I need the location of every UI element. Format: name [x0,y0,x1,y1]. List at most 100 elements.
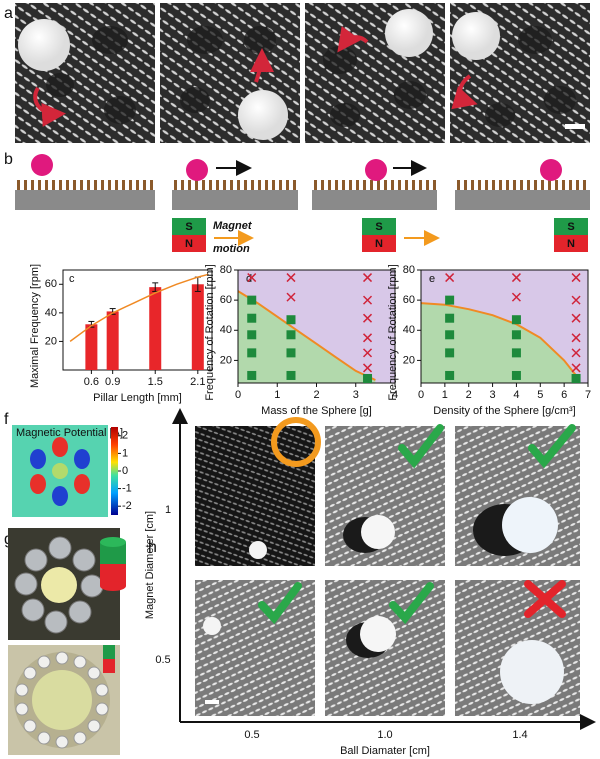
sphere [540,159,562,181]
pillar [122,180,125,190]
point-x [571,313,581,323]
pillar [66,180,69,190]
x-tick-label: 0.6 [84,376,99,388]
pillar [31,180,34,190]
pillar [569,180,572,190]
point-x [362,348,373,358]
substrate [312,190,437,210]
ball [452,12,500,60]
ball [361,515,395,549]
substrate [15,190,155,210]
panel-label: e [429,273,435,285]
x-tick-label: 3 [353,389,359,401]
pillar [555,180,558,190]
magnets-ring [15,651,109,749]
substrate [455,190,590,210]
pillar [321,180,324,190]
panel-label: f [4,411,9,428]
point-square [286,330,296,340]
result-checks [258,424,576,625]
x-axis-label: Ball Diamater [cm] [340,745,430,757]
pillar [457,180,460,190]
pillar [272,180,275,190]
point-x [362,295,373,305]
colorbar-tick-label: 0 [122,465,128,477]
pillar [279,180,282,190]
fit-curve [69,273,209,343]
heatmap-lobes [30,437,90,506]
scale-bar [205,700,219,704]
boundary-curve [237,290,376,381]
point-square [511,348,521,358]
magnet-icon [103,645,115,673]
point-square [511,370,521,380]
panel-label: a [4,5,13,22]
pillar [485,180,488,190]
pillar [244,180,247,190]
plot-frame [420,269,589,384]
panel-g: g [4,528,126,755]
x-tick-label: 1.5 [148,376,163,388]
point-x [511,273,521,283]
pillar [506,180,509,190]
x-tick-label: 6 [561,389,567,401]
pillar [45,180,48,190]
y-axis-label: Frequency of Rotation [rpm] [387,264,399,400]
container [41,567,77,603]
point-x [247,273,257,283]
colorbar-tick-label: 2 [122,430,128,442]
pillar [520,180,523,190]
magnet-label: motion [213,243,250,255]
substrate [172,190,298,210]
panel-h: h 1 0.5 0.5 1.0 1.4 Ball Diamater [cm] M… [144,408,596,757]
pillar [492,180,495,190]
y-tick-label: 0.5 [155,654,170,666]
container [32,670,92,730]
ball [249,541,267,559]
magnet: S N [554,218,588,252]
colorbar [111,427,118,515]
pillar [108,180,111,190]
y-tick-label: 1 [165,504,171,516]
pillar [52,180,55,190]
y-tick-label: 60 [403,294,415,306]
pillar [115,180,118,190]
x-tick-label: 4 [513,389,519,401]
pillar [349,180,352,190]
result-cross [524,580,566,618]
y-tick-label: 60 [220,294,232,306]
colorbar-tick-label: -1 [122,483,132,495]
magnet-pole: S [567,221,574,233]
x-tick-label: 0 [418,389,424,401]
point-square [445,370,455,380]
pillar [150,180,153,190]
pillar [73,180,76,190]
pillar [251,180,254,190]
x-tick-label: 1 [274,389,280,401]
magnet-label: Magnet [213,220,253,232]
bar [85,324,98,370]
plot-frame [62,269,213,371]
panel-label: c [69,273,75,285]
magnet-pole: N [375,238,383,250]
magnet-pole: N [185,238,193,250]
pillar [195,180,198,190]
pillar [384,180,387,190]
pillar [398,180,401,190]
x-tick-label: 1 [442,389,448,401]
point-x [571,273,581,283]
point-square [571,373,581,383]
pillar [499,180,502,190]
pillar [202,180,205,190]
pillar [87,180,90,190]
point-x [362,363,373,373]
pillar [136,180,139,190]
pillar [342,180,345,190]
pillar [265,180,268,190]
point-x [286,273,296,283]
dark-spots [46,26,576,127]
ball [385,9,433,57]
panel-label: d [246,273,252,285]
magnets-ring [14,536,104,634]
magnet-pole: S [375,221,382,233]
